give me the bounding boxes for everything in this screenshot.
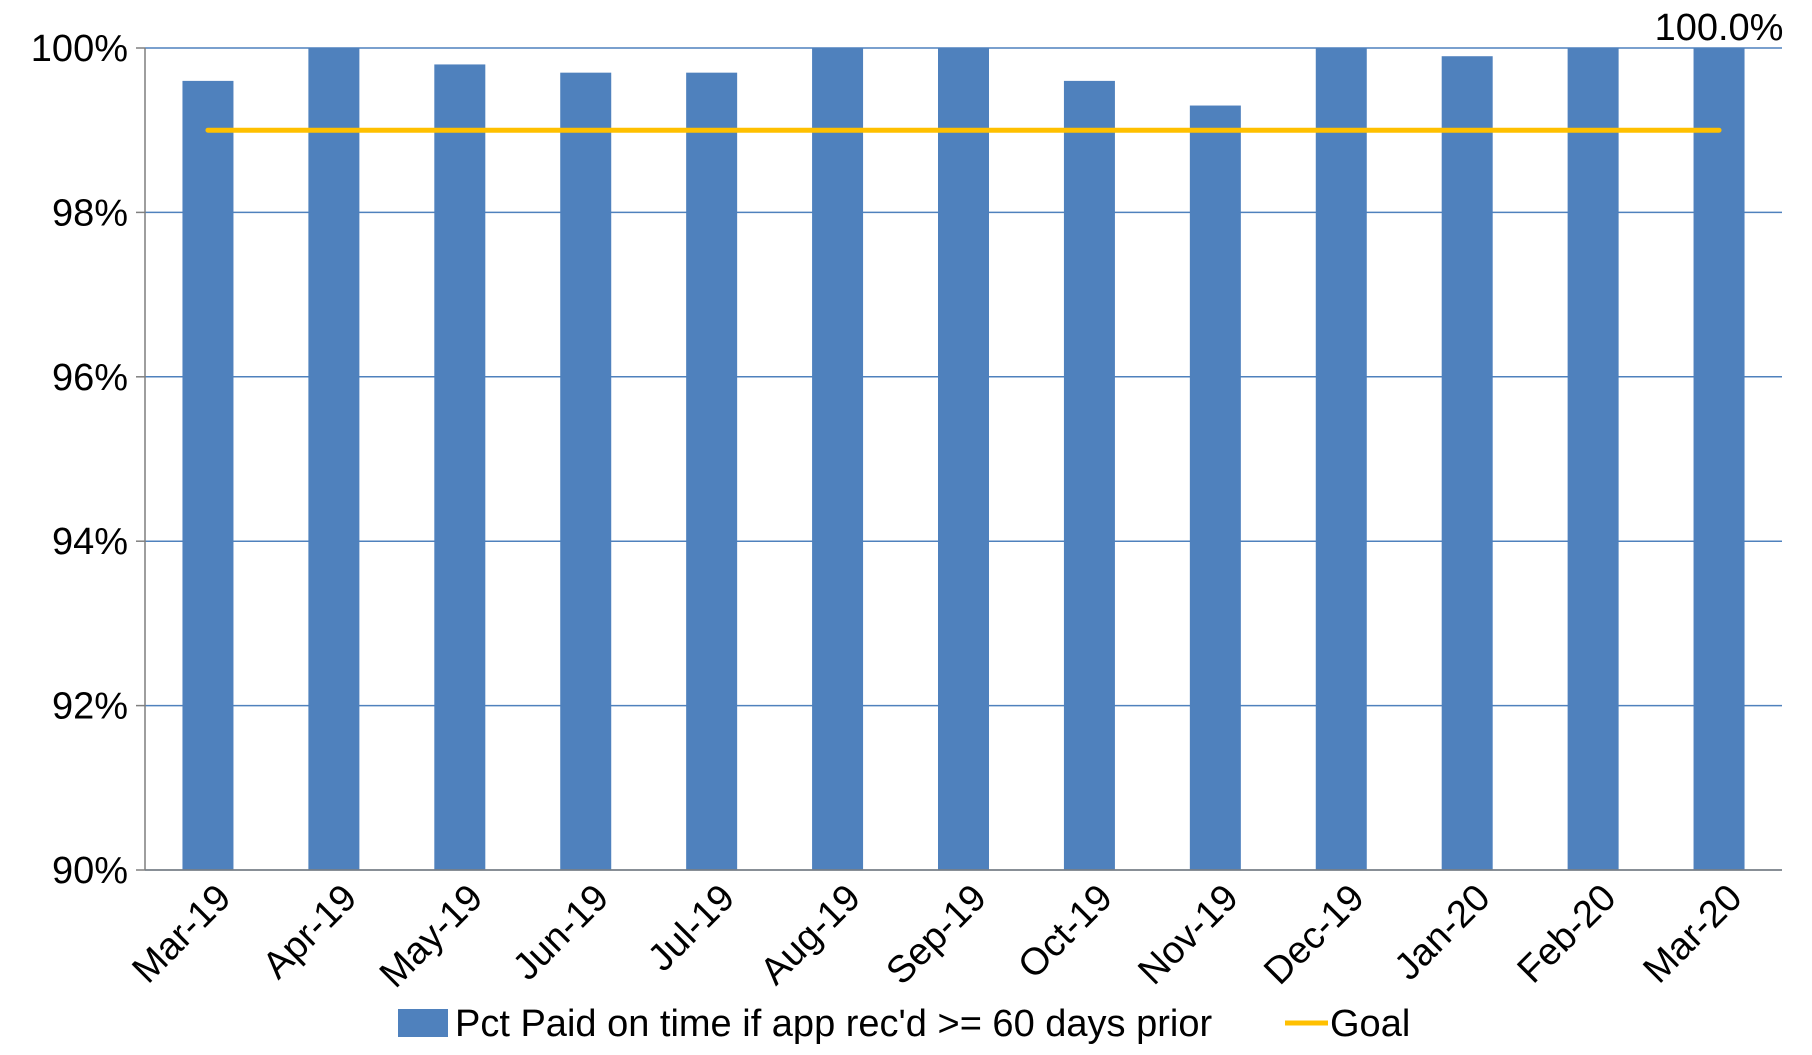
bar-nov-19 xyxy=(1189,105,1241,871)
bar-apr-19 xyxy=(308,48,360,870)
bar-jan-20 xyxy=(1441,56,1493,871)
x-tick-label: Jul-19 xyxy=(640,877,743,980)
bar-may-19 xyxy=(434,64,486,870)
data-label: 100.0% xyxy=(1655,7,1784,49)
y-tick-label: 96% xyxy=(52,357,128,399)
y-tick-label: 90% xyxy=(52,850,128,892)
legend-swatch-bar xyxy=(398,1009,448,1037)
x-tick-label: May-19 xyxy=(372,877,491,996)
x-tick-label: Oct-19 xyxy=(1010,877,1120,987)
y-tick-label: 98% xyxy=(52,192,128,234)
x-tick-label: Aug-19 xyxy=(753,877,869,993)
bar-oct-19 xyxy=(1063,80,1115,870)
x-tick-label: Jun-19 xyxy=(505,877,617,989)
bar-dec-19 xyxy=(1315,48,1367,870)
bar-sep-19 xyxy=(938,48,989,870)
y-tick-label: 100% xyxy=(31,28,128,70)
bar-aug-19 xyxy=(812,48,864,870)
axes xyxy=(136,47,1782,871)
data-labels: 100.0% xyxy=(1655,7,1784,49)
legend: Pct Paid on time if app rec'd >= 60 days… xyxy=(398,1003,1410,1045)
x-tick-label: Mar-19 xyxy=(125,877,240,992)
x-tick-label: Apr-19 xyxy=(255,877,365,987)
bar-jun-19 xyxy=(560,72,612,870)
x-tick-label: Sep-19 xyxy=(879,877,995,993)
y-tick-label: 92% xyxy=(52,686,128,728)
x-tick-label: Feb-20 xyxy=(1510,877,1625,992)
x-tick-label: Nov-19 xyxy=(1130,877,1246,993)
bar-series xyxy=(182,48,1745,871)
x-tick-label: Jan-20 xyxy=(1387,877,1499,989)
legend-label-goal: Goal xyxy=(1330,1003,1410,1045)
x-tick-label: Dec-19 xyxy=(1256,877,1372,993)
y-tick-label: 94% xyxy=(52,521,128,563)
bar-mar-20 xyxy=(1693,48,1745,870)
bar-jul-19 xyxy=(686,72,738,870)
bar-feb-20 xyxy=(1567,48,1619,870)
x-tick-label: Mar-20 xyxy=(1636,877,1751,992)
bar-mar-19 xyxy=(182,80,234,870)
legend-label-bar: Pct Paid on time if app rec'd >= 60 days… xyxy=(455,1003,1212,1045)
